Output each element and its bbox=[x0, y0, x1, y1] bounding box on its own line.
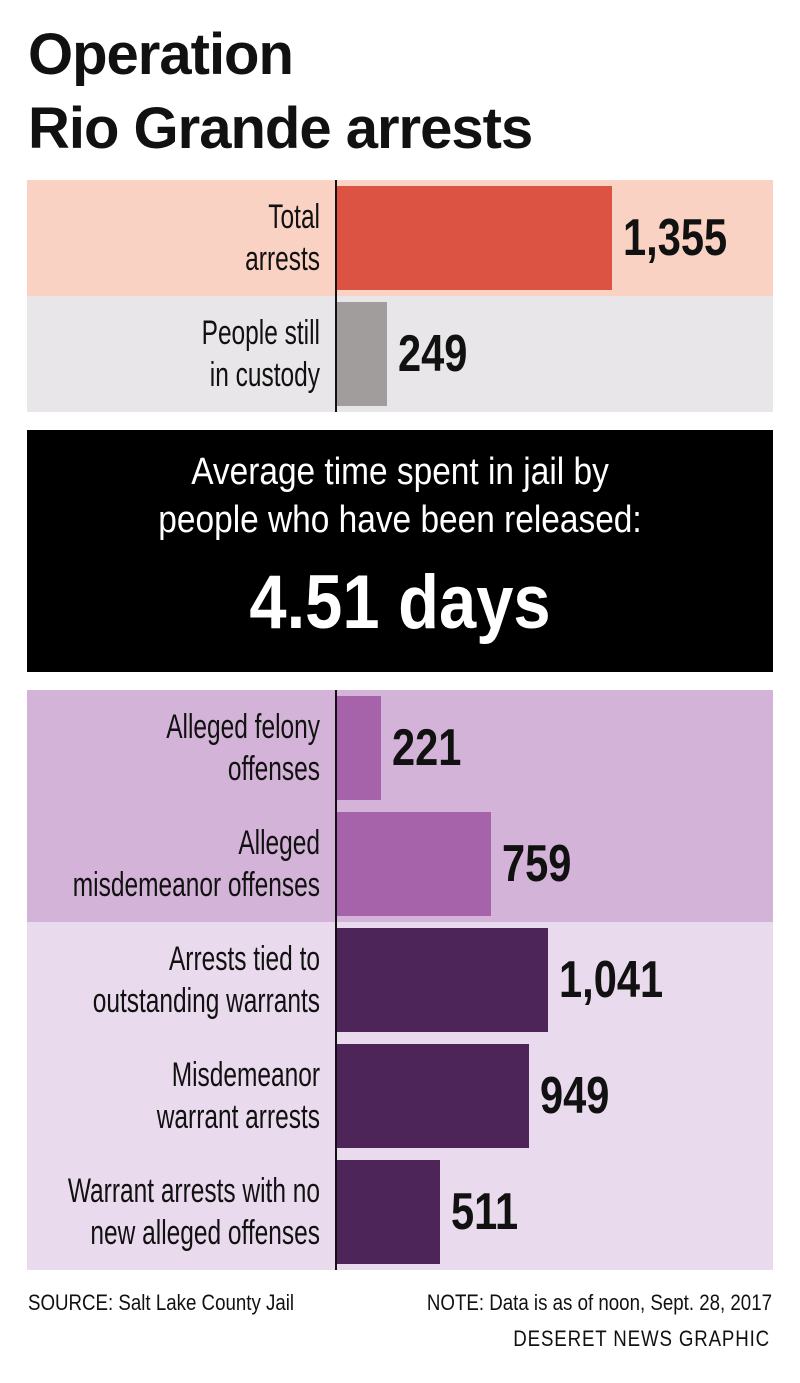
title: Operation Rio Grande arrests bbox=[28, 22, 533, 161]
value-label: 249 bbox=[397, 325, 468, 383]
bar bbox=[336, 302, 387, 406]
category-label: Alleged misdemeanor offenses bbox=[72, 824, 320, 904]
category-label: Total arrests bbox=[245, 198, 320, 278]
axis-line bbox=[335, 690, 337, 1270]
credit: DESERET NEWS GRAPHIC bbox=[513, 1326, 770, 1351]
bar bbox=[336, 186, 613, 290]
category-label: Arrests tied to outstanding warrants bbox=[92, 940, 320, 1020]
source: SOURCE: Salt Lake County Jail bbox=[28, 1290, 295, 1315]
category-label: Alleged felony offenses bbox=[166, 708, 320, 788]
callout: Average time spent in jail by people who… bbox=[27, 430, 773, 672]
category-label: People still in custody bbox=[201, 314, 320, 394]
value-label: 221 bbox=[392, 719, 462, 777]
bar bbox=[336, 1160, 441, 1264]
callout-text: Average time spent in jail by people who… bbox=[158, 451, 642, 541]
bar bbox=[336, 1044, 530, 1148]
callout-value: 4.51 days bbox=[249, 560, 551, 645]
category-label: Misdemeanor warrant arrests bbox=[156, 1056, 320, 1136]
value-label: 1,355 bbox=[623, 209, 728, 267]
value-label: 949 bbox=[540, 1067, 610, 1125]
axis-line bbox=[335, 180, 337, 412]
value-label: 1,041 bbox=[559, 951, 664, 1009]
row-background bbox=[27, 296, 773, 412]
bar bbox=[336, 928, 549, 1032]
category-label: Warrant arrests with no new alleged offe… bbox=[67, 1172, 320, 1252]
note: NOTE: Data is as of noon, Sept. 28, 2017 bbox=[426, 1290, 772, 1315]
value-label: 511 bbox=[451, 1183, 519, 1241]
row-background bbox=[27, 690, 773, 806]
value-label: 759 bbox=[501, 835, 572, 893]
bar bbox=[336, 812, 491, 916]
bar bbox=[336, 696, 382, 800]
